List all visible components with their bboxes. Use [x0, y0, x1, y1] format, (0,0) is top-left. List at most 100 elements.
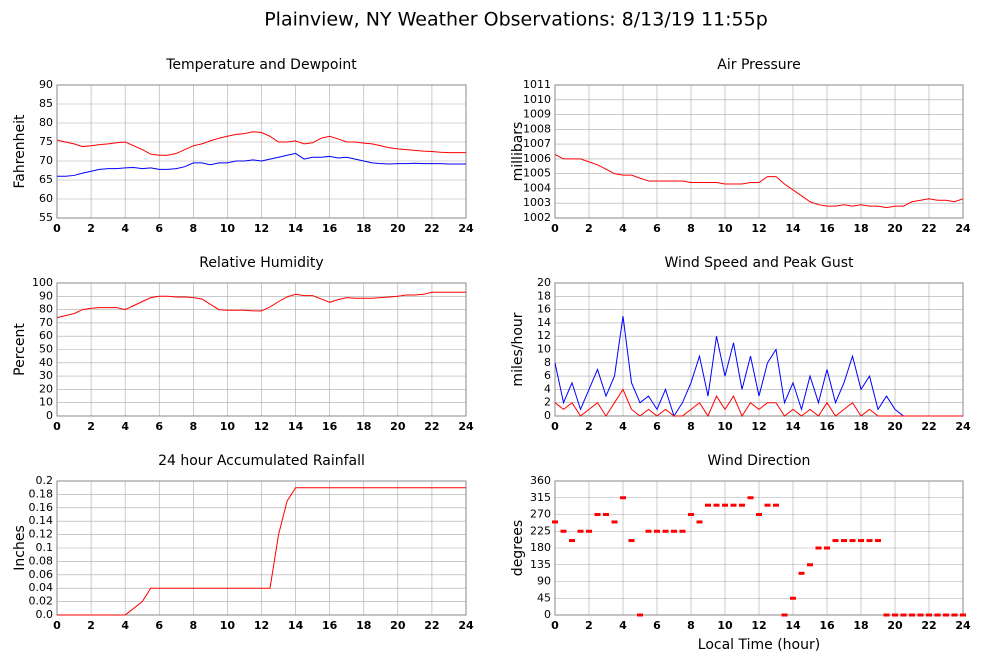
x-tick-label: 6 [155, 619, 163, 632]
data-point [696, 520, 703, 524]
x-tick-label: 24 [955, 420, 971, 433]
x-tick-label: 12 [751, 222, 766, 235]
data-point [909, 613, 915, 617]
y-tick-label: 2 [544, 396, 551, 409]
plot-frame [56, 282, 467, 417]
y-tick-label: 1010 [523, 93, 551, 106]
data-line [56, 131, 466, 156]
x-tick-label: 18 [853, 420, 868, 433]
data-point [662, 529, 669, 533]
x-tick-label: 14 [785, 420, 801, 433]
y-tick-label: 0.18 [29, 487, 54, 500]
x-tick-label: 4 [619, 222, 627, 235]
x-tick-label: 0 [551, 222, 559, 235]
y-tick-label: 0.14 [29, 514, 54, 527]
y-tick-label: 180 [530, 541, 551, 554]
y-tick-label: 1003 [523, 196, 551, 209]
y-tick-label: 0 [544, 608, 551, 621]
data-point [773, 503, 779, 507]
y-tick-label: 270 [530, 508, 551, 521]
data-point [586, 529, 592, 533]
x-tick-label: 16 [322, 222, 338, 235]
y-tick-label: 75 [39, 135, 53, 148]
x-tick-label: 20 [887, 619, 903, 632]
data-line [554, 316, 963, 418]
data-line [554, 154, 964, 209]
y-axis-label: degrees [510, 520, 526, 576]
x-tick-label: 4 [121, 420, 129, 433]
y-tick-label: 225 [530, 524, 551, 537]
y-tick-label: 10 [537, 343, 551, 356]
x-tick-label: 4 [121, 222, 129, 235]
data-point [620, 496, 626, 500]
x-tick-label: 2 [87, 420, 95, 433]
x-tick-label: 18 [853, 222, 868, 235]
data-point [552, 520, 558, 524]
y-tick-label: 20 [537, 276, 551, 289]
x-tick-label: 22 [424, 222, 439, 235]
y-tick-label: 100 [32, 276, 53, 289]
data-point [747, 496, 754, 500]
data-point [577, 529, 584, 533]
x-tick-label: 4 [619, 420, 627, 433]
plot-frame [554, 282, 964, 417]
data-point [722, 503, 728, 507]
data-point [671, 529, 677, 533]
x-tick-label: 8 [687, 222, 695, 235]
y-tick-label: 16 [537, 303, 551, 316]
data-point [832, 539, 839, 543]
plot-frame [554, 480, 964, 616]
x-tick-label: 2 [585, 420, 593, 433]
data-point [730, 503, 737, 507]
page-title: Plainview, NY Weather Observations: 8/13… [264, 9, 768, 31]
y-axis-label: Inches [12, 525, 28, 570]
y-tick-label: 70 [39, 154, 53, 167]
y-tick-label: 90 [39, 289, 53, 302]
x-tick-label: 22 [921, 222, 936, 235]
y-axis-label: Fahrenheit [12, 114, 28, 189]
x-tick-label: 0 [551, 420, 559, 433]
x-tick-label: 0 [53, 619, 61, 632]
panel-title: Temperature and Dewpoint [165, 57, 357, 73]
x-tick-label: 8 [687, 420, 695, 433]
y-tick-label: 80 [39, 116, 53, 129]
panel-title: 24 hour Accumulated Rainfall [158, 453, 365, 469]
data-point [875, 539, 881, 543]
x-tick-label: 10 [717, 420, 733, 433]
data-point [798, 571, 805, 575]
y-tick-label: 0 [46, 409, 53, 422]
x-tick-label: 8 [190, 222, 198, 235]
x-tick-label: 0 [53, 222, 61, 235]
x-tick-label: 22 [424, 420, 439, 433]
y-tick-label: 65 [39, 173, 53, 186]
data-point [628, 539, 635, 543]
y-tick-label: 50 [39, 343, 53, 356]
x-tick-label: 22 [921, 420, 936, 433]
x-tick-label: 24 [458, 222, 474, 235]
y-tick-label: 135 [530, 558, 551, 571]
y-axis-label: miles/hour [510, 312, 526, 386]
data-point [815, 546, 822, 550]
x-tick-label: 18 [356, 420, 371, 433]
x-tick-label: 20 [887, 222, 903, 235]
y-tick-label: 0.0 [36, 608, 54, 621]
y-tick-label: 10 [39, 396, 53, 409]
x-tick-label: 8 [687, 619, 695, 632]
x-tick-label: 6 [653, 222, 661, 235]
y-tick-label: 1004 [523, 181, 551, 194]
x-tick-label: 18 [356, 619, 371, 632]
data-point [705, 503, 711, 507]
x-tick-label: 12 [751, 619, 766, 632]
x-tick-label: 16 [322, 619, 338, 632]
y-tick-label: 0.16 [29, 501, 54, 514]
data-line [554, 388, 963, 418]
panel-title: Relative Humidity [199, 255, 323, 271]
y-tick-label: 4 [544, 382, 551, 395]
data-point [764, 503, 771, 507]
panel-title: Wind Speed and Peak Gust [665, 255, 854, 271]
x-tick-label: 10 [220, 619, 236, 632]
x-tick-label: 14 [288, 222, 304, 235]
y-tick-label: 1005 [523, 167, 551, 180]
y-tick-label: 55 [39, 211, 53, 224]
plot-frame [56, 480, 467, 616]
